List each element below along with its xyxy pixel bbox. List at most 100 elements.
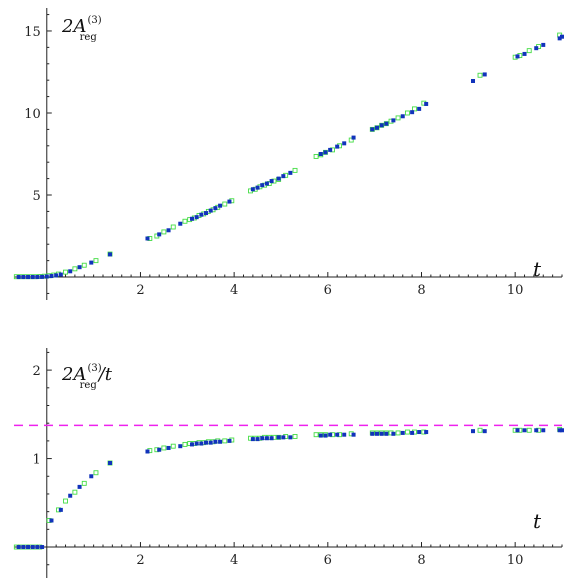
data-point bbox=[108, 461, 113, 465]
data-point bbox=[222, 438, 228, 444]
data-point bbox=[93, 470, 99, 476]
data-point bbox=[58, 507, 63, 512]
data-point bbox=[471, 429, 476, 434]
data-point bbox=[534, 428, 539, 433]
data-point bbox=[222, 201, 228, 207]
data-point bbox=[526, 48, 532, 54]
x-tick-label: 4 bbox=[230, 553, 238, 568]
y-tick-label: 10 bbox=[24, 107, 41, 122]
data-point bbox=[400, 114, 405, 119]
data-point bbox=[218, 439, 223, 444]
data-point bbox=[264, 436, 269, 441]
data-point bbox=[21, 275, 26, 280]
data-point bbox=[81, 480, 87, 486]
data-point bbox=[30, 275, 35, 280]
data-point bbox=[72, 489, 78, 495]
data-point bbox=[77, 265, 82, 270]
data-point bbox=[276, 176, 281, 181]
data-point bbox=[395, 430, 401, 436]
data-point bbox=[157, 447, 162, 452]
data-point bbox=[318, 433, 323, 438]
data-point bbox=[77, 484, 82, 489]
data-point bbox=[227, 199, 232, 204]
data-point bbox=[199, 212, 204, 217]
data-point bbox=[81, 262, 87, 268]
data-point bbox=[526, 427, 532, 433]
data-point bbox=[560, 428, 564, 433]
data-point bbox=[145, 236, 150, 241]
data-point bbox=[260, 436, 265, 441]
data-point bbox=[534, 46, 539, 51]
plot-label: 2A(3) reg bbox=[61, 15, 102, 43]
data-point bbox=[35, 545, 40, 550]
series-filled-squares bbox=[16, 34, 564, 280]
data-point bbox=[189, 216, 194, 221]
data-point bbox=[26, 545, 31, 550]
data-point bbox=[227, 438, 232, 443]
data-point bbox=[522, 51, 527, 56]
data-point bbox=[30, 545, 35, 550]
x-tick-label: 10 bbox=[507, 553, 524, 568]
y-tick-label: 2 bbox=[33, 364, 41, 379]
data-point bbox=[189, 442, 194, 447]
x-tick-label: 2 bbox=[136, 553, 144, 568]
data-point bbox=[161, 229, 167, 235]
data-point bbox=[328, 432, 333, 437]
data-point bbox=[260, 183, 265, 188]
label-superscript: (3) bbox=[87, 15, 101, 26]
data-point bbox=[288, 170, 293, 175]
data-point bbox=[342, 141, 347, 146]
data-point bbox=[208, 208, 213, 213]
data-point bbox=[204, 211, 209, 216]
data-point bbox=[26, 275, 31, 280]
data-point bbox=[213, 439, 218, 444]
data-point bbox=[54, 273, 59, 278]
data-point bbox=[370, 127, 375, 132]
data-point bbox=[21, 545, 26, 550]
data-point bbox=[40, 274, 45, 279]
data-point bbox=[384, 121, 389, 126]
data-point bbox=[292, 167, 298, 173]
top-plot: 2 4 6 8 10 5 10 15 2A(3) reg t bbox=[13, 8, 564, 300]
x-tick-label: 10 bbox=[507, 283, 524, 298]
series-filled-squares bbox=[16, 428, 564, 550]
data-point bbox=[68, 493, 73, 498]
data-point bbox=[49, 274, 54, 279]
data-point bbox=[170, 443, 176, 449]
data-point bbox=[318, 152, 323, 156]
data-point bbox=[391, 118, 396, 123]
data-point bbox=[199, 441, 204, 446]
label-suffix: /t bbox=[97, 364, 113, 385]
x-tick-label: 8 bbox=[417, 283, 425, 298]
data-point bbox=[161, 445, 167, 451]
data-point bbox=[477, 72, 483, 78]
data-point bbox=[178, 444, 183, 449]
data-point bbox=[89, 474, 94, 479]
data-point bbox=[384, 431, 389, 436]
data-point bbox=[482, 72, 487, 77]
data-point bbox=[370, 431, 375, 436]
data-point bbox=[170, 224, 176, 230]
data-point bbox=[379, 123, 384, 128]
data-point bbox=[269, 436, 274, 441]
data-point bbox=[515, 54, 520, 59]
plot-label: 2A(3) reg/t bbox=[61, 363, 113, 391]
label-prefix: 2A bbox=[61, 16, 86, 37]
data-point bbox=[351, 432, 356, 437]
data-point bbox=[145, 449, 150, 454]
data-point bbox=[477, 427, 483, 433]
data-point bbox=[323, 150, 328, 155]
data-point bbox=[194, 441, 199, 446]
data-point bbox=[404, 110, 410, 116]
data-point bbox=[424, 430, 429, 435]
data-point bbox=[35, 275, 40, 280]
data-point bbox=[557, 36, 562, 41]
data-point bbox=[218, 203, 223, 208]
y-tick-label: 5 bbox=[33, 189, 41, 204]
data-point bbox=[412, 106, 417, 112]
data-point bbox=[204, 440, 209, 445]
data-point bbox=[374, 125, 379, 130]
data-point bbox=[16, 275, 21, 280]
x-axis-label: t bbox=[533, 509, 542, 533]
